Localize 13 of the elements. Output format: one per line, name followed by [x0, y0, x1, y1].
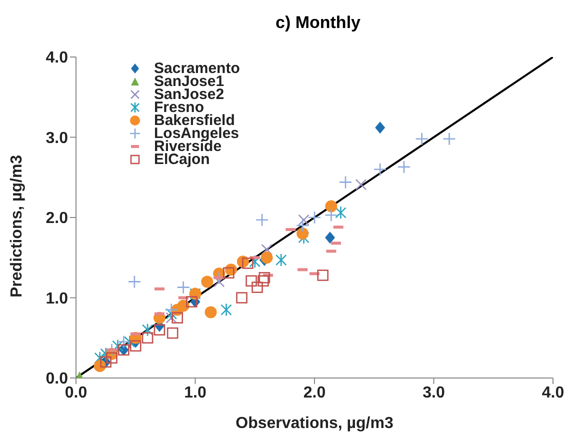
x-tick-label: 3.0	[422, 384, 445, 402]
x-tick-label: 1.0	[184, 384, 206, 402]
chart-title: c) Monthly	[274, 12, 362, 34]
x-tick-label: 4.0	[542, 384, 564, 402]
y-tick-label: 1.0	[46, 290, 68, 308]
y-tick-label: 3.0	[46, 130, 68, 147]
x-tick-label: 2.0	[303, 384, 326, 402]
y-tick-label: 2.0	[46, 210, 68, 228]
legend-label: LosAngeles	[154, 125, 240, 142]
x-axis-title: Observations, µg/m3	[236, 415, 394, 432]
legend-label: ElCajon	[154, 151, 210, 168]
y-tick-label: 4.0	[46, 50, 68, 67]
y-axis-title: Predictions, µg/m3	[8, 154, 26, 298]
